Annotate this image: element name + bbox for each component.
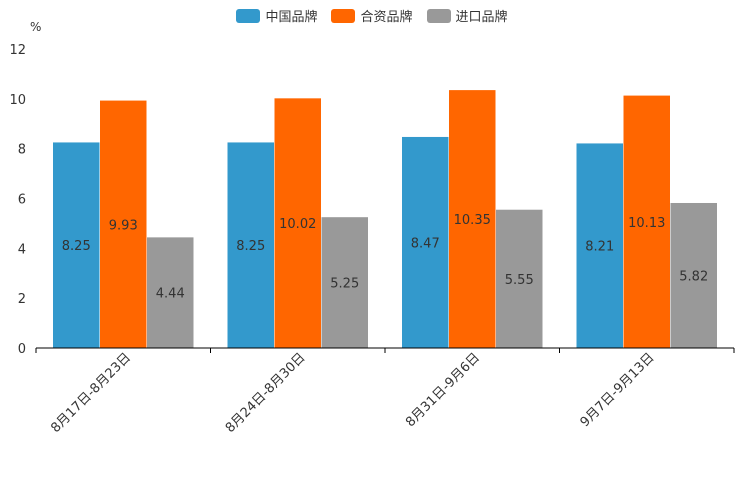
bar-0-3: [576, 143, 623, 348]
y-tick-label: 4: [18, 242, 26, 257]
data-label: 5.25: [330, 277, 359, 292]
bar-1-2: [449, 90, 496, 349]
data-label: 10.35: [454, 213, 491, 228]
bar-2-0: [147, 237, 194, 348]
bar-0-0: [53, 142, 100, 348]
legend-label-jv: 合资品牌: [360, 10, 413, 25]
y-tick-label: 0: [18, 342, 26, 357]
bar-1-3: [623, 95, 670, 348]
bar-2-2: [496, 209, 543, 348]
y-tick-label: 10: [9, 93, 26, 108]
data-label: 10.13: [628, 216, 665, 231]
x-tick-label: 8月31日-9月6日: [403, 350, 483, 430]
data-label: 9.93: [109, 218, 138, 233]
legend-item-jv[interactable]: 合资品牌: [331, 6, 413, 25]
bar-1-1: [274, 98, 321, 349]
data-label: 8.25: [236, 239, 265, 254]
data-label: 4.44: [156, 287, 185, 302]
legend-item-china[interactable]: 中国品牌: [236, 6, 317, 25]
y-axis-unit: %: [30, 20, 42, 34]
bar-2-1: [321, 217, 368, 348]
y-tick-label: 2: [18, 292, 26, 307]
x-tick-label: 9月7日-9月13日: [578, 350, 658, 430]
legend-swatch-import: [426, 8, 451, 23]
bar-2-3: [670, 202, 717, 348]
legend-item-import[interactable]: 进口品牌: [426, 6, 508, 25]
legend: 中国品牌 合资品牌 进口品牌: [0, 6, 744, 25]
legend-label-import: 进口品牌: [455, 10, 508, 25]
x-tick-label: 8月24日-8月30日: [223, 350, 309, 436]
legend-label-china: 中国品牌: [265, 10, 318, 25]
legend-swatch-jv: [331, 8, 356, 23]
y-tick-label: 12: [9, 43, 26, 58]
y-tick-label: 6: [18, 193, 26, 208]
data-label: 8.21: [585, 240, 614, 255]
data-label: 10.02: [279, 217, 316, 232]
data-label: 8.25: [62, 239, 91, 254]
data-label: 5.82: [679, 269, 708, 284]
bar-0-1: [227, 142, 274, 348]
legend-swatch-china: [236, 8, 261, 23]
data-label: 5.55: [505, 273, 534, 288]
x-tick-label: 8月17日-8月23日: [48, 350, 134, 436]
bar-0-2: [402, 136, 449, 348]
data-label: 8.47: [411, 236, 440, 251]
y-tick-label: 8: [18, 143, 26, 158]
bar-1-0: [100, 100, 147, 348]
